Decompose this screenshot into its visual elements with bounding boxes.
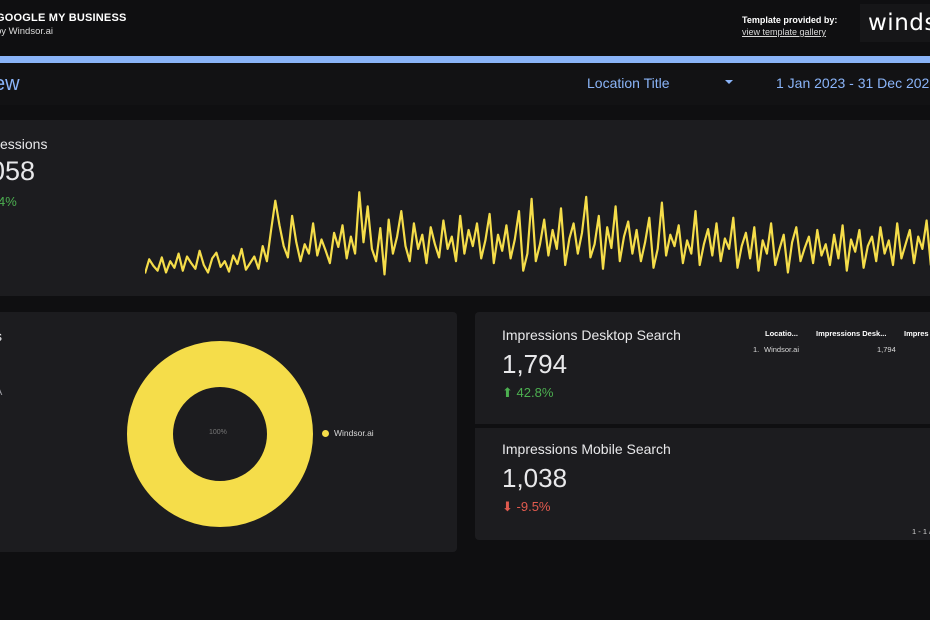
location-filter-dropdown[interactable]: Location Title (583, 72, 743, 96)
table-header-location[interactable]: Locatio... (765, 329, 798, 338)
legend-item-windsor: Windsor.ai (334, 428, 374, 438)
impressions-value: 058 (0, 156, 36, 186)
donut-card-title: s (0, 328, 2, 344)
desktop-search-change: ⬆ 42.8% (502, 385, 553, 401)
desktop-search-title: Impressions Desktop Search (502, 327, 681, 343)
report-title: GOOGLE MY BUSINESS (0, 12, 127, 24)
filter-row: ew Location Title 1 Jan 2023 - 31 Dec 20… (0, 63, 930, 105)
table-row-location: Windsor.ai (764, 345, 800, 354)
impressions-change: 4% (0, 194, 17, 209)
impressions-line-chart (145, 191, 930, 276)
chevron-down-icon (725, 80, 733, 84)
location-filter-label: Location Title (587, 75, 670, 91)
location-donut-card: s A 100% Windsor.ai (0, 312, 457, 552)
template-provider-label: Template provided by: (742, 15, 838, 25)
impressions-card: essions 058 4% (0, 120, 930, 296)
impressions-series-line (145, 191, 930, 276)
desktop-change-value: 42.8% (516, 385, 554, 400)
template-gallery-link[interactable]: view template gallery (742, 27, 827, 37)
donut-card-subtitle: A (0, 386, 2, 398)
accent-bar (0, 56, 930, 63)
arrow-down-icon: ⬇ (502, 499, 513, 514)
desktop-search-value: 1,794 (502, 349, 568, 379)
impressions-title: essions (0, 136, 48, 152)
table-row-desktop: 1,794 (877, 345, 896, 354)
table-pager[interactable]: 1 - 1 / (912, 527, 930, 536)
mobile-search-title: Impressions Mobile Search (502, 441, 671, 457)
date-range-picker[interactable]: 1 Jan 2023 - 31 Dec 202 (776, 75, 930, 91)
report-subtitle: by Windsor.ai (0, 26, 54, 37)
table-row-index: 1. (753, 345, 760, 354)
windsor-logo[interactable]: winds (860, 4, 930, 42)
donut-center-label: 100% (209, 429, 227, 436)
mobile-search-change: ⬇ -9.5% (502, 499, 551, 515)
mobile-change-value: -9.5% (516, 499, 551, 514)
location-donut-chart[interactable] (120, 334, 320, 534)
arrow-up-icon: ⬆ (502, 385, 513, 400)
table-header-desktop[interactable]: Impressions Desk... (816, 329, 887, 338)
legend-dot (322, 429, 329, 437)
table-header-impressions[interactable]: Impres (904, 329, 929, 338)
page-title: ew (0, 73, 20, 95)
logo-text: winds (868, 10, 930, 36)
donut-slice-windsor[interactable] (127, 341, 313, 527)
donut-legend: Windsor.ai (322, 428, 374, 438)
mobile-search-value: 1,038 (502, 463, 568, 493)
report-header: GOOGLE MY BUSINESS by Windsor.ai Templat… (0, 0, 930, 55)
panel-divider (475, 424, 930, 428)
